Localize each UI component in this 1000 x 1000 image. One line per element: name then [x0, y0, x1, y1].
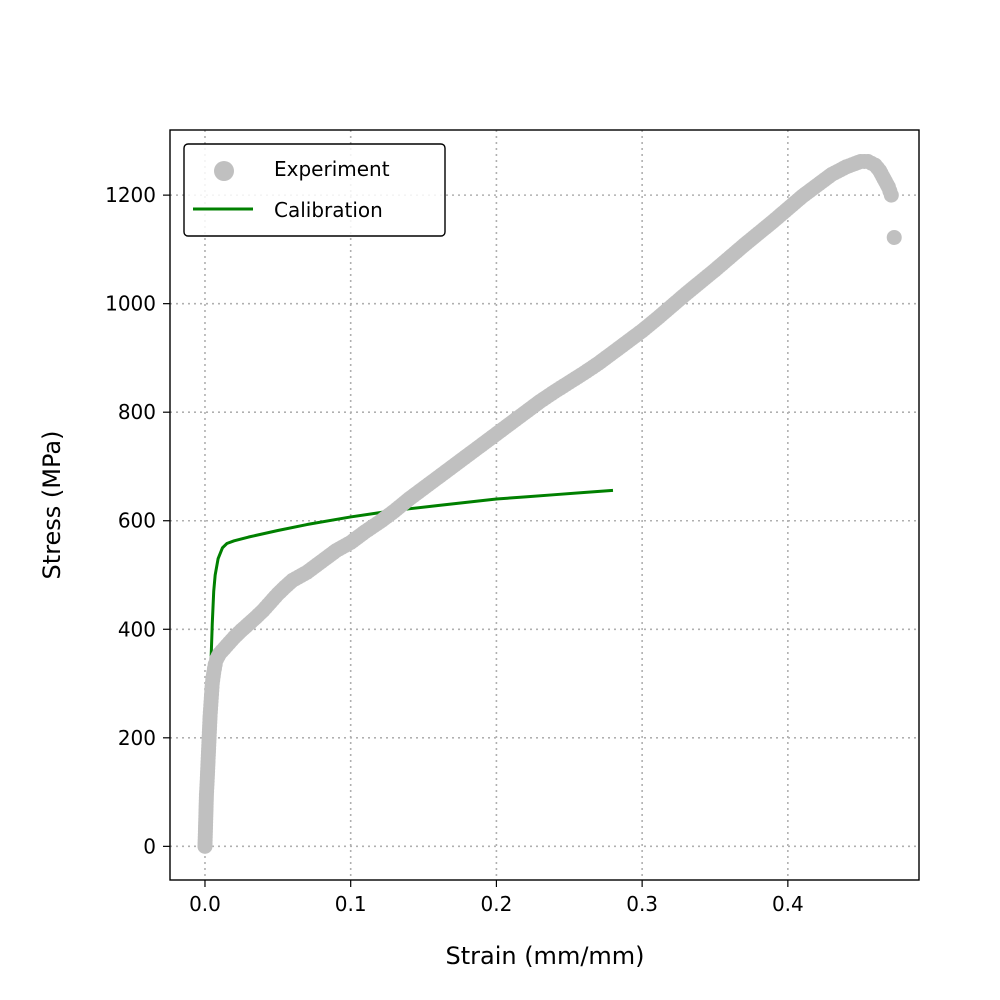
y-tick-label: 400: [118, 617, 156, 641]
experiment-point: [886, 229, 902, 245]
x-tick-label: 0.3: [626, 892, 658, 916]
axis-ticks: 0.0 0.1 0.2 0.3 0.4 0 200 400 600 800 1000 1200: [105, 183, 804, 916]
x-tick-label: 0.4: [772, 892, 804, 916]
experiment-series: [197, 153, 902, 854]
y-tick-label: 1200: [105, 183, 156, 207]
x-tick-label: 0.1: [335, 892, 367, 916]
x-tick-label: 0.0: [189, 892, 221, 916]
y-tick-label: 600: [118, 509, 156, 533]
legend-experiment-label: Experiment: [274, 157, 390, 181]
legend-calibration-label: Calibration: [274, 198, 383, 222]
y-tick-label: 800: [118, 400, 156, 424]
calibration-series: [203, 488, 614, 847]
experiment-point: [883, 187, 899, 203]
legend-experiment-marker: [214, 161, 234, 181]
y-tick-label: 0: [143, 834, 156, 858]
x-tick-label: 0.2: [481, 892, 513, 916]
y-axis-label: Stress (MPa): [38, 431, 66, 580]
legend-box: [183, 143, 446, 237]
y-tick-label: 1000: [105, 292, 156, 316]
y-tick-label: 200: [118, 726, 156, 750]
calibration-line: [203, 488, 614, 847]
plot-frame: [169, 129, 920, 881]
legend: Experiment Calibration: [183, 143, 446, 237]
x-axis-label: Strain (mm/mm): [445, 942, 644, 970]
